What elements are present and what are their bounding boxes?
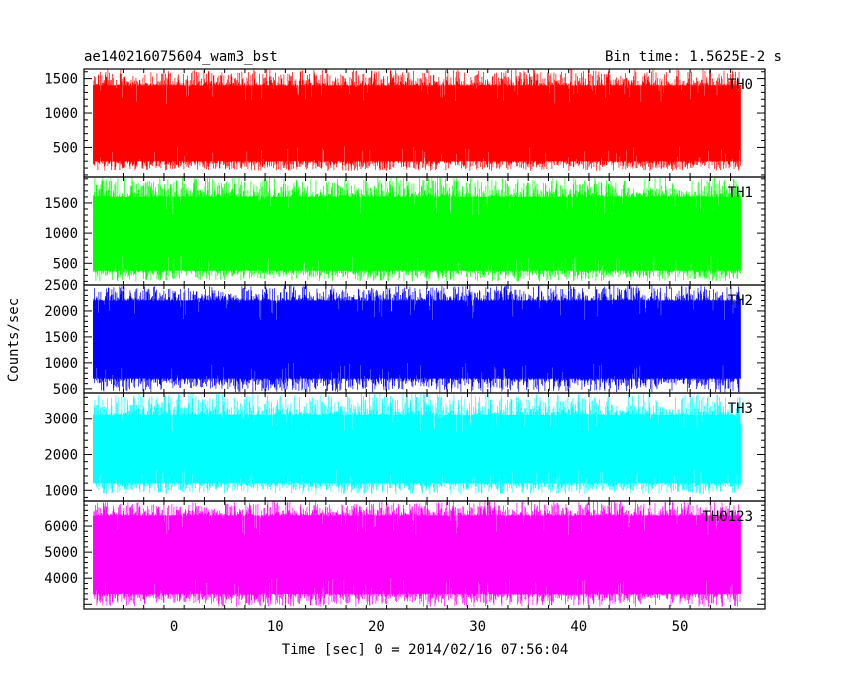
y-tick-label: 1000 <box>44 483 78 499</box>
x-tick-label: 20 <box>368 619 385 635</box>
panel-label: TH0123 <box>702 509 753 525</box>
panel-th3: 1000 2000 3000 TH3 <box>44 392 766 502</box>
chart-title: ae140216075604_wam3_bst <box>84 49 278 65</box>
x-tick-label: 0 <box>170 619 178 635</box>
y-tick-label: 2000 <box>44 448 78 464</box>
y-tick-label: 5000 <box>44 545 78 561</box>
y-tick-label: 1000 <box>44 356 78 372</box>
panel-th1: 500 1000 1500 TH1 <box>44 176 766 286</box>
y-tick-label: 1500 <box>44 330 78 346</box>
y-tick-label: 1500 <box>44 72 78 88</box>
panel-label: TH3 <box>728 401 753 417</box>
series-th1 <box>93 177 741 282</box>
panel-label: TH0 <box>728 77 753 93</box>
bin-time-label: Bin time: 1.5625E-2 s <box>605 49 782 65</box>
x-axis-label: Time [sec] 0 = 2014/02/16 07:56:04 <box>282 642 569 658</box>
panel-label: TH2 <box>728 293 753 309</box>
x-tick-label: 40 <box>570 619 587 635</box>
x-axis: 0 10 20 30 40 50 <box>170 619 689 635</box>
y-tick-label: 3000 <box>44 412 78 428</box>
y-tick-label: 1000 <box>44 106 78 122</box>
x-tick-label: 50 <box>672 619 689 635</box>
panel-label: TH1 <box>728 185 753 201</box>
y-tick-label: 1000 <box>44 226 78 242</box>
series-th2 <box>93 285 741 393</box>
y-tick-label: 2000 <box>44 304 78 320</box>
y-tick-label: 500 <box>53 256 78 272</box>
y-tick-label: 6000 <box>44 519 78 535</box>
y-tick-label: 500 <box>53 382 78 398</box>
panel-th0: 500 1000 1500 TH0 <box>44 68 766 178</box>
x-tick-label: 10 <box>267 619 284 635</box>
y-tick-label: 4000 <box>44 571 78 587</box>
y-tick-label: 1500 <box>44 196 78 212</box>
series-th0123 <box>93 501 741 607</box>
x-tick-label: 30 <box>469 619 486 635</box>
series-th3 <box>93 393 741 495</box>
y-axis-label: Counts/sec <box>6 298 22 382</box>
y-tick-label: 500 <box>53 140 78 156</box>
y-tick-label: 2500 <box>44 278 78 294</box>
panels-group: 500 1000 1500 TH0 500 1000 1500 TH1 500 1000 1500 2… <box>44 68 766 610</box>
panel-th0123: 4000 5000 6000 TH0123 <box>44 500 766 610</box>
series-th0 <box>93 69 741 171</box>
panel-th2: 500 1000 1500 2000 2500 TH2 <box>44 278 766 398</box>
panel-frame <box>83 500 766 610</box>
